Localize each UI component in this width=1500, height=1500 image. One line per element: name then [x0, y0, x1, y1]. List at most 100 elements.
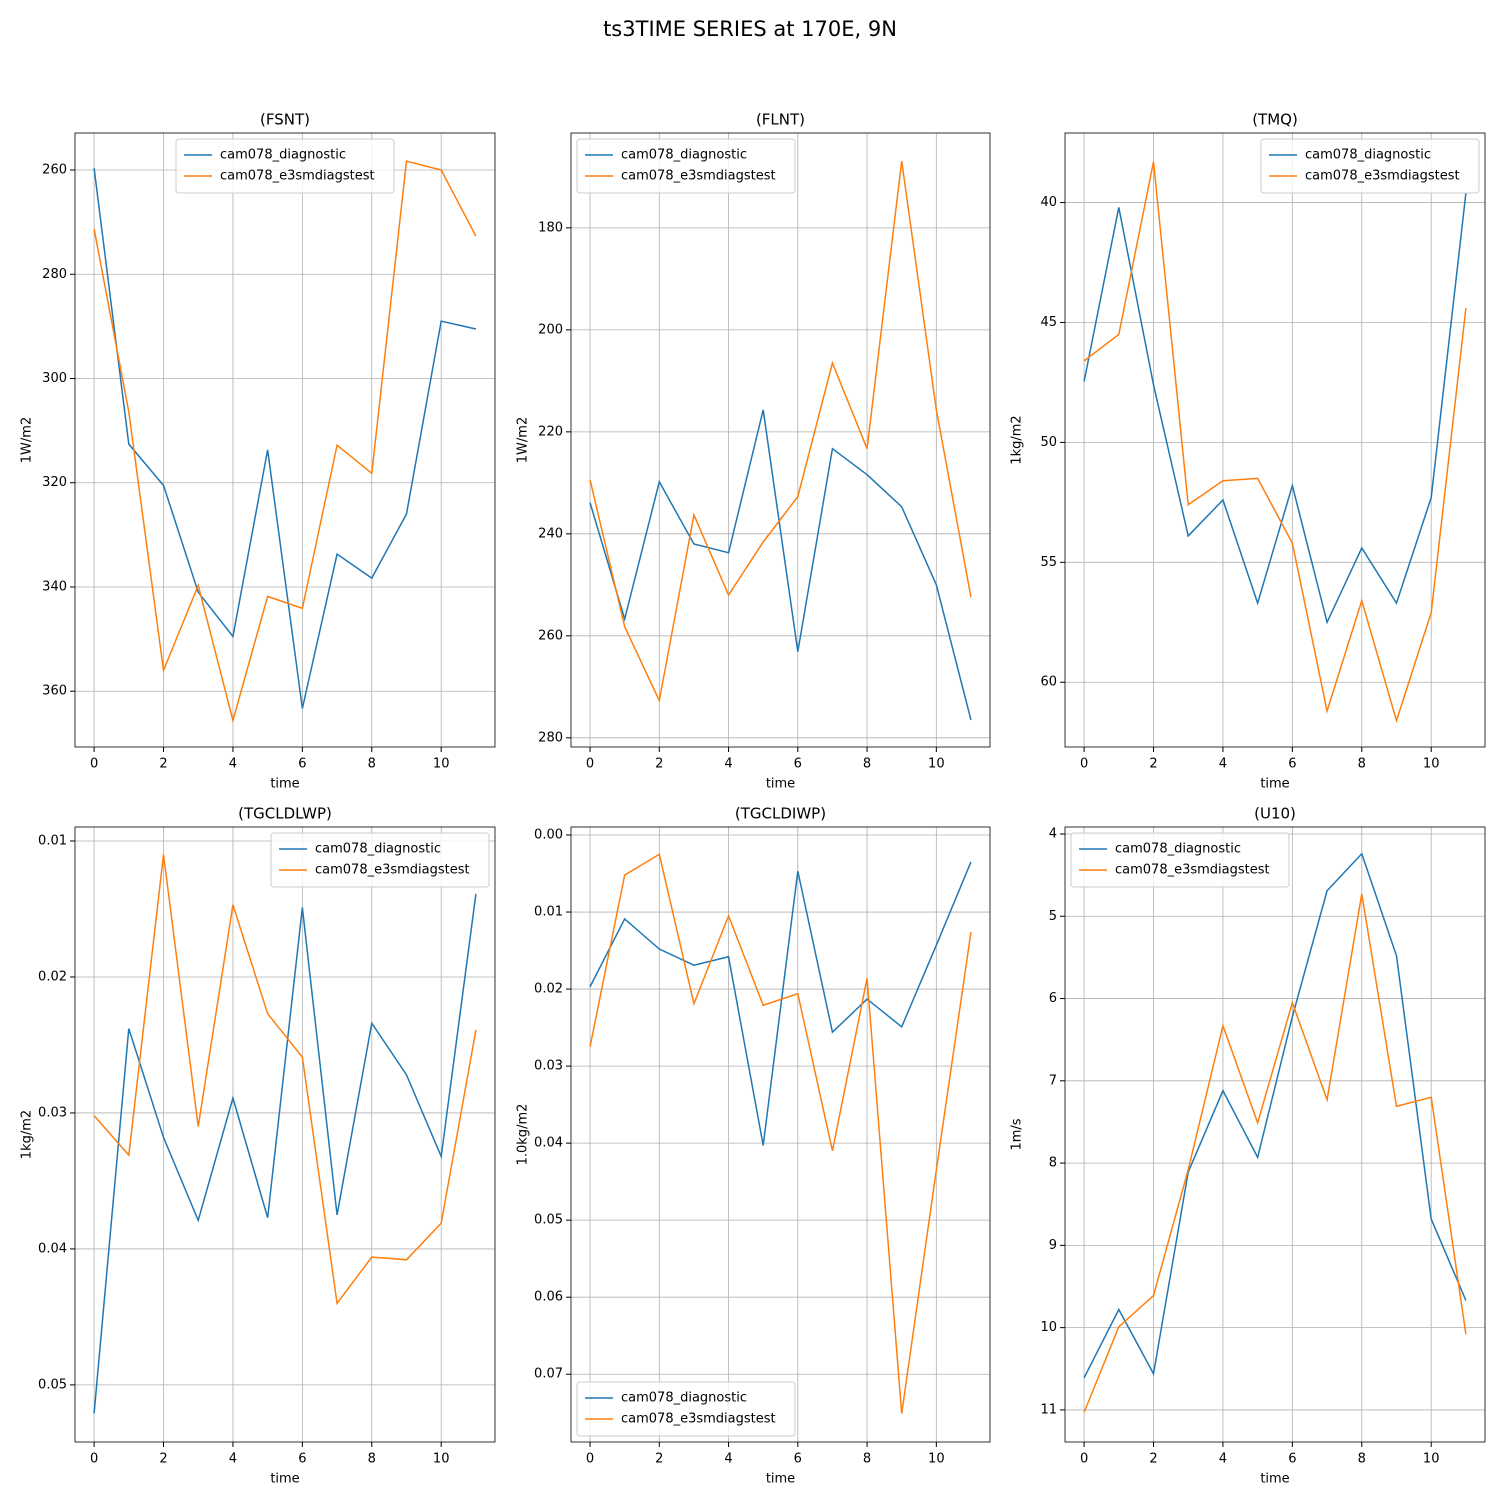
line-series — [93, 854, 477, 1306]
x-tick-label: 0 — [586, 1452, 594, 1467]
legend-label: cam078_diagnostic — [1305, 148, 1431, 163]
subplot: 0 2 4 6 8 10 40 45 50 55 60 (TMQ) time 1kg/m2 cam078_d… — [1010, 111, 1486, 792]
figure-title: ts3TIME SERIES at 170E, 9N — [603, 17, 897, 41]
x-tick-label: 2 — [1149, 1452, 1157, 1467]
line-series — [93, 893, 477, 1414]
x-tick-label: 6 — [298, 757, 306, 772]
x-tick-label: 0 — [90, 1452, 98, 1467]
legend-box — [1070, 832, 1290, 888]
y-tick-label: 4 — [1049, 826, 1057, 841]
line-series — [93, 160, 477, 724]
legend: cam078_diagnostic cam078_e3smdiagstest — [270, 832, 490, 888]
x-tick-label: 8 — [1358, 757, 1366, 772]
y-tick-label: 260 — [538, 628, 563, 643]
subplot: 0 2 4 6 8 10 180 200 220 240 260 280 (FLNT) time 1W/m2… — [516, 111, 991, 792]
x-tick-label: 4 — [229, 757, 237, 772]
legend: cam078_diagnostic cam078_e3smdiagstest — [1260, 138, 1480, 194]
x-tick-label: 4 — [724, 1452, 732, 1467]
y-tick-label: 360 — [42, 684, 67, 699]
y-tick-label: 0.01 — [38, 834, 67, 849]
legend-label: cam078_e3smdiagstest — [1305, 169, 1460, 184]
y-tick-label: 200 — [538, 322, 563, 337]
subplot-title: (TMQ) — [1252, 111, 1298, 129]
line-series — [1083, 893, 1467, 1413]
legend: cam078_diagnostic cam078_e3smdiagstest — [576, 1381, 796, 1437]
y-tick-label: 280 — [538, 730, 563, 745]
legend-label: cam078_diagnostic — [621, 148, 747, 163]
y-tick-label: 0.06 — [534, 1290, 563, 1305]
y-axis-label: 1kg/m2 — [20, 1110, 35, 1159]
y-axis-label: 1m/s — [1010, 1118, 1025, 1150]
subplot: 0 2 4 6 8 10 0.00 0.01 0.02 0.03 0.04 0.05 0.06 0.07 (… — [516, 805, 991, 1487]
x-tick-label: 2 — [159, 1452, 167, 1467]
y-axis-label: 1kg/m2 — [1010, 415, 1025, 464]
x-tick-label: 10 — [1423, 1452, 1440, 1467]
subplot: 0 2 4 6 8 10 260 280 300 320 340 360 (FSNT) time 1W/m2… — [20, 111, 496, 792]
legend-label: cam078_e3smdiagstest — [1115, 863, 1270, 878]
legend-box — [175, 138, 395, 194]
x-tick-label: 10 — [433, 757, 450, 772]
legend: cam078_diagnostic cam078_e3smdiagstest — [175, 138, 395, 194]
x-tick-label: 6 — [794, 1452, 802, 1467]
legend-box — [576, 1381, 796, 1437]
x-tick-label: 10 — [928, 757, 945, 772]
y-tick-label: 60 — [1040, 675, 1057, 690]
y-tick-label: 0.04 — [534, 1136, 563, 1151]
y-tick-label: 0.01 — [534, 905, 563, 920]
y-tick-label: 340 — [42, 579, 67, 594]
axes-frame — [74, 826, 496, 1443]
y-tick-label: 5 — [1049, 909, 1057, 924]
x-tick-label: 6 — [1288, 757, 1296, 772]
y-tick-label: 260 — [42, 163, 67, 178]
x-tick-label: 6 — [794, 757, 802, 772]
legend-box — [576, 138, 796, 194]
legend-label: cam078_e3smdiagstest — [315, 863, 470, 878]
line-series — [589, 861, 972, 1146]
axes-frame — [1064, 132, 1486, 748]
legend-box — [270, 832, 490, 888]
x-tick-label: 4 — [1219, 1452, 1227, 1467]
y-tick-label: 300 — [42, 371, 67, 386]
x-axis-label: time — [766, 1472, 795, 1487]
x-tick-label: 0 — [90, 757, 98, 772]
x-axis-label: time — [1260, 777, 1289, 792]
x-tick-label: 0 — [1080, 757, 1088, 772]
y-tick-label: 45 — [1040, 315, 1057, 330]
plot-area — [571, 827, 990, 1442]
legend-label: cam078_diagnostic — [220, 148, 346, 163]
x-tick-label: 6 — [298, 1452, 306, 1467]
legend: cam078_diagnostic cam078_e3smdiagstest — [576, 138, 796, 194]
legend-box — [1260, 138, 1480, 194]
subplot-title: (FLNT) — [756, 111, 805, 129]
x-axis-label: time — [1260, 1472, 1289, 1487]
y-tick-label: 280 — [42, 267, 67, 282]
axes-frame — [570, 826, 991, 1443]
legend-label: cam078_diagnostic — [315, 842, 441, 857]
y-tick-label: 0.02 — [38, 969, 67, 984]
x-tick-label: 10 — [1423, 757, 1440, 772]
y-tick-label: 8 — [1049, 1156, 1057, 1171]
line-series — [93, 167, 477, 709]
y-tick-label: 0.00 — [534, 828, 563, 843]
x-tick-label: 8 — [863, 757, 871, 772]
plot-area — [571, 133, 990, 747]
subplot: 0 2 4 6 8 10 4 5 6 7 8 9 10 11 (U10) time 1m/s cam078_dia… — [1010, 805, 1486, 1487]
y-tick-label: 0.07 — [534, 1367, 563, 1382]
x-tick-label: 0 — [586, 757, 594, 772]
y-axis-label: 1.0kg/m2 — [516, 1104, 531, 1166]
line-series — [1083, 161, 1467, 724]
y-axis-label: 1W/m2 — [20, 417, 35, 463]
line-series — [1083, 192, 1467, 625]
x-tick-label: 6 — [1288, 1452, 1296, 1467]
plot-area — [75, 133, 495, 747]
x-tick-label: 2 — [1149, 757, 1157, 772]
y-tick-label: 240 — [538, 526, 563, 541]
x-tick-label: 8 — [863, 1452, 871, 1467]
legend-label: cam078_e3smdiagstest — [621, 169, 776, 184]
y-tick-label: 9 — [1049, 1238, 1057, 1253]
legend-label: cam078_diagnostic — [621, 1391, 747, 1406]
subplot-title: (FSNT) — [260, 111, 310, 129]
x-axis-label: time — [766, 777, 795, 792]
y-tick-label: 180 — [538, 220, 563, 235]
